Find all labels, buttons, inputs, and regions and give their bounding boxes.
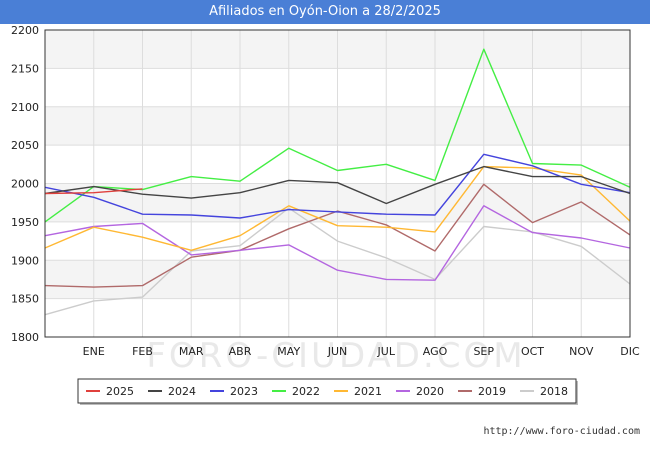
y-tick-label: 1850 <box>11 293 39 306</box>
legend-label-2025: 2025 <box>106 385 134 398</box>
watermark-text: FORO-CIUDAD.COM <box>146 336 525 376</box>
y-tick-label: 1900 <box>11 254 39 267</box>
series-line-2021 <box>44 165 631 252</box>
y-tick-label: 1950 <box>11 216 39 229</box>
x-tick-label: ABR <box>229 345 252 358</box>
x-tick-label: DIC <box>620 345 640 358</box>
series-lines <box>44 48 631 316</box>
legend-label-2022: 2022 <box>292 385 320 398</box>
x-axis-ticks: ENE FEB MAR ABR MAY JUN JUL AGO SEP OCT NOV DIC <box>83 345 640 358</box>
chart-title: Afiliados en Oyón-Oion a 28/2/2025 <box>0 0 650 24</box>
legend-label-2021: 2021 <box>354 385 382 398</box>
x-tick-label: JUL <box>377 345 396 358</box>
x-tick-label: MAR <box>179 345 204 358</box>
y-tick-label: 2100 <box>11 101 39 114</box>
x-tick-label: MAY <box>277 345 300 358</box>
x-tick-label: ENE <box>83 345 105 358</box>
legend-label-2019: 2019 <box>478 385 506 398</box>
y-tick-label: 1800 <box>11 331 39 344</box>
x-tick-label: OCT <box>521 345 544 358</box>
series-line-2020 <box>44 205 631 281</box>
legend: 2025 2024 2023 2022 2021 2020 2019 2018 <box>77 378 578 405</box>
x-tick-label: AGO <box>423 345 448 358</box>
legend-label-2024: 2024 <box>168 385 196 398</box>
x-tick-label: SEP <box>473 345 494 358</box>
y-tick-label: 2000 <box>11 178 39 191</box>
x-tick-label: JUN <box>327 345 348 358</box>
series-line-2025 <box>44 188 143 195</box>
series-line-2019 <box>44 183 631 288</box>
y-tick-label: 2050 <box>11 139 39 152</box>
series-line-2023 <box>44 153 631 219</box>
y-tick-label: 2150 <box>11 62 39 75</box>
x-tick-label: FEB <box>132 345 153 358</box>
legend-label-2020: 2020 <box>416 385 444 398</box>
legend-label-2023: 2023 <box>230 385 258 398</box>
legend-label-2018: 2018 <box>540 385 568 398</box>
series-line-2024 <box>44 165 631 205</box>
plot-frame <box>44 29 631 338</box>
y-axis-ticks: 1800 1850 1900 1950 2000 2050 2100 2150 2200 <box>11 24 39 344</box>
y-tick-label: 2200 <box>11 24 39 37</box>
source-credit: http://www.foro-ciudad.com <box>483 426 640 437</box>
x-tick-label: NOV <box>569 345 594 358</box>
